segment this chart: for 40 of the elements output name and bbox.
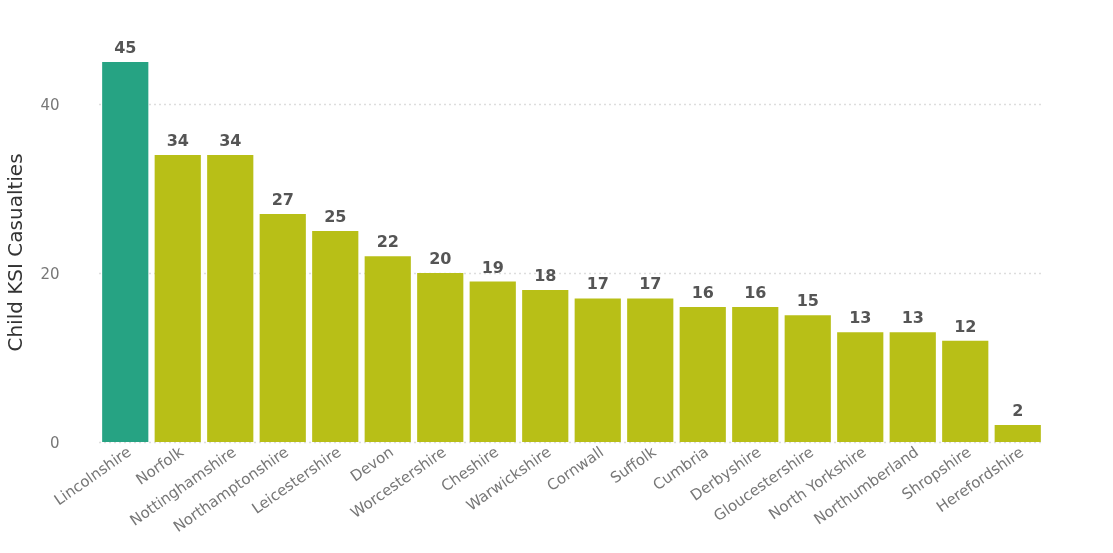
bar [102,62,149,442]
bar [627,298,674,442]
bar [574,298,621,442]
y-tick-label: 40 [40,95,60,114]
data-label: 18 [534,266,557,285]
bar [259,214,306,442]
data-label: 13 [901,308,924,328]
data-label: 12 [954,316,977,336]
y-tick-label: 20 [40,264,60,283]
bar [364,256,411,442]
bar [679,306,726,442]
data-label: 45 [114,38,137,57]
bar [417,273,464,442]
data-label: 17 [639,274,662,294]
bar [889,332,936,442]
bar [522,290,569,442]
data-label: 34 [166,130,189,150]
bar [837,332,884,442]
data-label: 19 [481,257,504,277]
bar [732,306,779,442]
data-label: 20 [429,249,452,269]
data-label: 16 [744,282,767,302]
bar [784,315,831,442]
data-label: 2 [1012,401,1024,421]
bar [154,154,201,442]
bar [942,340,989,442]
y-tick-label: 0 [49,433,60,452]
data-label: 27 [271,190,294,209]
data-label: 16 [691,282,714,302]
bar [207,154,254,442]
y-axis-title: Child KSI Casualties [3,153,28,352]
bar [312,230,359,442]
data-label: 17 [586,274,609,294]
data-label: 22 [376,232,399,252]
data-label: 15 [796,291,819,311]
bar [994,425,1041,442]
data-label: 34 [219,130,242,150]
data-label: 25 [324,206,347,226]
data-label: 13 [849,308,872,328]
bar [469,281,516,442]
